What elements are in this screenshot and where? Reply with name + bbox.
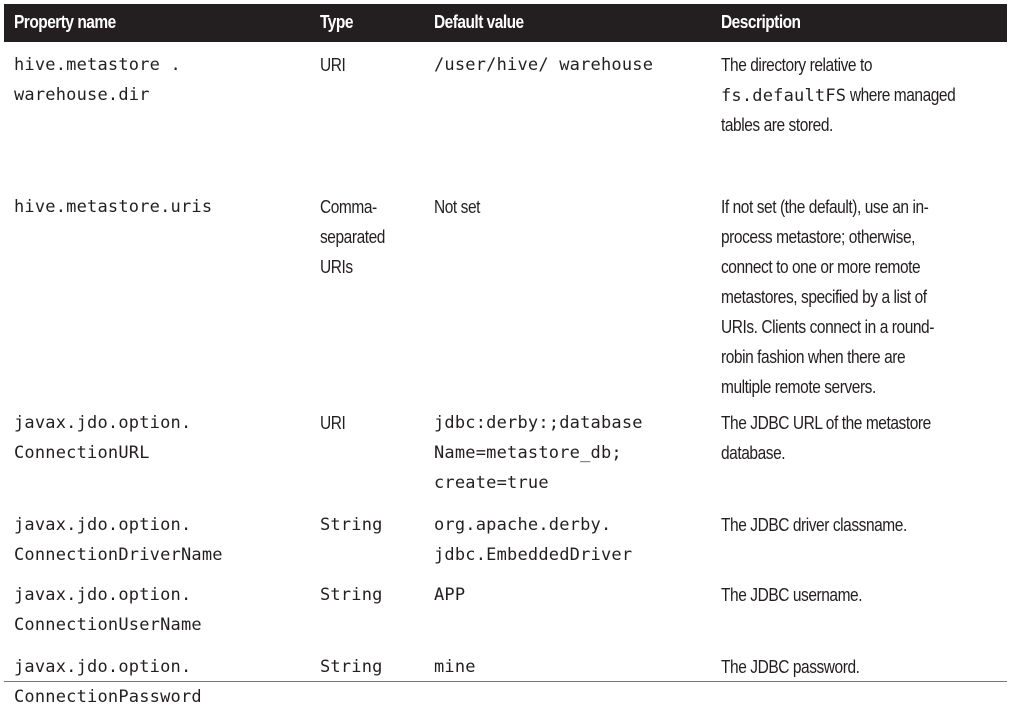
description-cell: The JDBC password. [721,652,882,682]
header-property-name: Property name [14,12,116,32]
property-name-cell: javax.jdo.option. ConnectionUserName [14,580,202,640]
type-line: URIs [320,257,353,277]
default-value-line: /user/hive/ warehouse [434,55,654,75]
type-line: URI [320,413,346,433]
type-line: URI [320,55,346,75]
header-default-value: Default value [434,12,524,32]
description-cell: The JDBC URL of the metastore database. [721,408,965,468]
default-value-cell: APP [434,580,465,610]
type-cell: URI [320,50,350,80]
type-cell: URI [320,408,350,438]
default-value-cell: mine [434,652,476,682]
property-name-line: javax.jdo.option. [14,657,192,677]
default-value-line: mine [434,657,476,677]
description-line: tables are stored. [721,115,833,135]
description-cell: If not set (the default), use an in-proc… [721,192,969,402]
default-value-line: jdbc.EmbeddedDriver [434,545,633,565]
description-cell: The JDBC username. [721,580,885,610]
description-line: metastores, specified by a list of [721,287,927,307]
header-type: Type [320,12,353,32]
description-line: The JDBC URL of the metastore [721,413,931,433]
description-line: The JDBC driver classname. [721,515,907,535]
description-line: The JDBC username. [721,585,863,605]
default-value-line: jdbc:derby:;database [434,413,643,433]
property-name-line: ConnectionPassword [14,687,202,707]
type-cell: String [320,510,383,540]
property-name-line: javax.jdo.option. [14,413,192,433]
description-line: The directory relative to [721,55,872,75]
property-name-line: ConnectionUserName [14,615,202,635]
type-line: String [320,585,383,605]
property-name-cell: javax.jdo.option. ConnectionPassword [14,652,202,712]
property-name-cell: hive.metastore.uris [14,192,212,222]
type-line: String [320,515,383,535]
type-cell: Comma-separated URIs [320,192,396,282]
description-line: multiple remote servers. [721,377,876,397]
property-name-cell: javax.jdo.option. ConnectionURL [14,408,191,468]
property-name-line: javax.jdo.option. [14,515,192,535]
header-description: Description [721,12,801,32]
default-value-line: Not set [434,197,481,217]
default-value-cell: /user/hive/ warehouse [434,50,653,80]
default-value-cell: org.apache.derby. jdbc.EmbeddedDriver [434,510,632,570]
description-line: URIs. Clients connect in a round- [721,317,934,337]
default-value-line: create=true [434,473,549,493]
table-header: Property name Type Default value Descrip… [4,4,1007,42]
type-line: Comma- [320,197,377,217]
property-name-cell: javax.jdo.option. ConnectionDriverName [14,510,223,570]
default-value-line: Name=metastore_db; [434,443,622,463]
property-name-line: warehouse.dir [14,85,150,105]
property-name-cell: hive.metastore . warehouse.dir [14,50,181,110]
property-name-line: hive.metastore . [14,55,181,75]
table-bottom-rule [4,681,1007,682]
description-cell: The JDBC driver classname. [721,510,937,540]
default-value-cell: jdbc:derby:;database Name=metastore_db;cr… [434,408,643,498]
property-name-line: hive.metastore.uris [14,197,213,217]
property-name-line: ConnectionDriverName [14,545,223,565]
description-line: connect to one or more remote [721,257,921,277]
type-line: String [320,657,383,677]
default-value-cell: Not set [434,192,488,222]
property-name-line: ConnectionURL [14,443,150,463]
description-line: database. [721,443,786,463]
type-line: separated [320,227,385,247]
default-value-line: APP [434,585,466,605]
hive-config-table: Property name Type Default value Descrip… [4,4,1007,707]
description-code: fs.defaultFS [721,86,847,106]
description-line: fs.defaultFS where managed [721,80,973,110]
description-line: The JDBC password. [721,657,860,677]
default-value-line: org.apache.derby. [434,515,612,535]
type-cell: String [320,580,383,610]
property-name-line: javax.jdo.option. [14,585,192,605]
description-text: where managed [846,85,956,105]
description-line: process metastore; otherwise, [721,227,916,247]
description-line: robin fashion when there are [721,347,906,367]
description-line: If not set (the default), use an in- [721,197,929,217]
type-cell: String [320,652,383,682]
description-cell: The directory relative to fs.defaultFS wh… [721,50,973,140]
